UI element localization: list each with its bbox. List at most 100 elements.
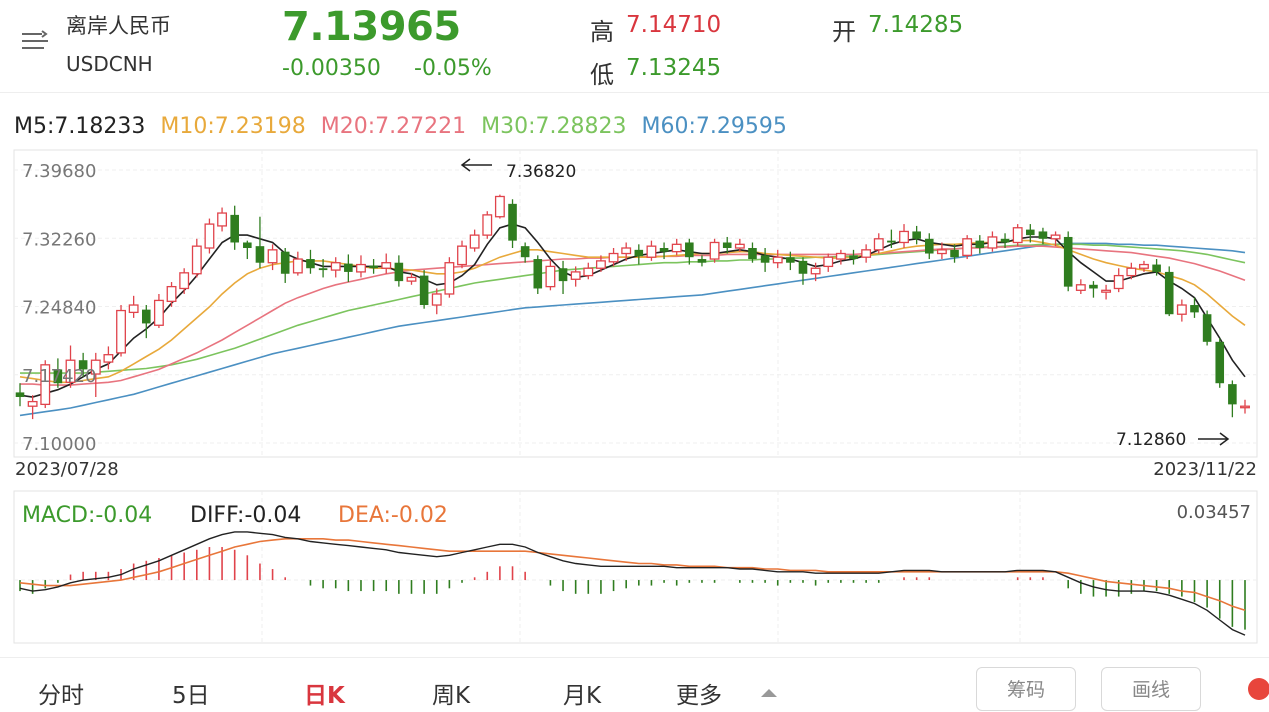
candle-body-down [344, 263, 353, 272]
candle-body-up [494, 195, 505, 218]
chips-button[interactable]: 筹码 [976, 667, 1076, 711]
candle-body-down [1164, 271, 1174, 315]
candle-body-up [899, 230, 909, 244]
dea-value-label: DEA:-0.02 [338, 503, 448, 528]
tab-more[interactable]: 更多 [676, 683, 722, 709]
candlestick-chart[interactable]: 7.39680 7.32260 7.24840 7.17420 7.10000 7.368… [0, 140, 1269, 485]
candle-body-up [191, 245, 202, 275]
candle [849, 249, 858, 265]
candle [444, 257, 455, 298]
candle-body-down [533, 259, 543, 289]
candle [1164, 266, 1174, 317]
candle-body-down [230, 214, 239, 243]
record-dot-icon[interactable] [1248, 678, 1269, 700]
ma60-label: M60:7.29595 [641, 114, 787, 139]
candle-body-down [924, 238, 934, 254]
macd-chart[interactable]: MACD:-0.04 DIFF:-0.04 DEA:-0.02 0.03457 [0, 488, 1269, 648]
y-tick-label: 7.10000 [22, 434, 96, 455]
candle [344, 254, 353, 283]
candle-body-up [1101, 289, 1112, 293]
candle-body-up [861, 249, 872, 258]
candle-body-down [53, 369, 63, 384]
macd-histogram [19, 547, 1246, 630]
x-start-label: 2023/07/28 [15, 459, 119, 480]
tab-5day[interactable]: 5日 [172, 683, 210, 709]
moving-average-lines [19, 223, 1246, 417]
candle-body-up [709, 241, 720, 260]
candle [520, 242, 530, 263]
candle [381, 253, 392, 274]
candle [1000, 233, 1010, 248]
macd-value-label: MACD:-0.04 [22, 503, 152, 528]
candle [40, 360, 51, 409]
candle [545, 260, 556, 291]
candle-body-up [153, 299, 164, 326]
candle-body-up [608, 252, 619, 263]
arrow-right-icon [1198, 432, 1230, 446]
candle [306, 249, 315, 274]
candle-body-up [381, 262, 392, 269]
tab-week-k[interactable]: 周K [432, 683, 471, 709]
candle-body-up [267, 249, 278, 264]
x-end-label: 2023/11/22 [1153, 459, 1257, 480]
candle [153, 293, 164, 329]
candle-body-up [179, 272, 190, 290]
candle [406, 272, 417, 285]
candle [1139, 260, 1149, 272]
candle-body-up [873, 238, 884, 251]
candle-body-down [912, 231, 921, 239]
candle [65, 345, 76, 388]
candle-body-up [90, 359, 101, 375]
tab-month-k[interactable]: 月K [563, 683, 602, 709]
candle-body-down [280, 251, 290, 274]
candle-body-down [950, 249, 959, 258]
tab-day-k[interactable]: 日K [304, 683, 345, 709]
candle-body-up [810, 267, 821, 275]
candle [962, 235, 973, 260]
candle-body-down [306, 259, 315, 269]
candle [912, 225, 921, 245]
candle-body-up [406, 276, 417, 282]
menu-icon[interactable] [20, 28, 50, 58]
candle [936, 242, 947, 260]
low-annotation: 7.12860 [1116, 430, 1186, 450]
y-tick-label: 7.32260 [22, 229, 96, 250]
caret-up-icon[interactable] [760, 684, 778, 703]
instrument-code: USDCNH [66, 52, 153, 76]
candle [570, 266, 581, 287]
candle [128, 295, 139, 318]
candle-body-up [292, 258, 303, 274]
candle-body-up [1240, 405, 1250, 409]
tab-fenshi[interactable]: 分时 [38, 683, 84, 709]
candle-body-down [520, 246, 530, 258]
candle-body-down [975, 240, 985, 248]
candle-body-up [545, 265, 556, 288]
candle-body-down [369, 265, 378, 269]
candle-body-down [748, 248, 757, 260]
candle-body-down [1063, 236, 1073, 287]
high-annotation: 7.36820 [506, 162, 576, 182]
candle [1026, 224, 1035, 243]
candle [1202, 310, 1212, 346]
candle-body-down [318, 268, 328, 271]
candle [1075, 279, 1086, 294]
candle [230, 205, 239, 250]
price-change-percent: -0.05% [414, 56, 492, 81]
candle [835, 249, 846, 265]
candle [987, 231, 998, 252]
candle [166, 282, 177, 307]
candle [1089, 281, 1098, 298]
candle-body-up [356, 263, 366, 273]
candle [1050, 231, 1061, 247]
candle-body-down [243, 242, 252, 248]
candle [457, 240, 467, 269]
candle-body-down [419, 275, 429, 306]
candle-body-up [457, 245, 467, 266]
candle-body-down [760, 255, 770, 263]
candle-body-down [1152, 264, 1161, 272]
candle-body-down [141, 309, 151, 324]
candle-body-up [734, 243, 745, 249]
candle-body-down [1215, 341, 1225, 384]
dea-line [19, 537, 1246, 612]
draw-line-button[interactable]: 画线 [1101, 667, 1201, 711]
